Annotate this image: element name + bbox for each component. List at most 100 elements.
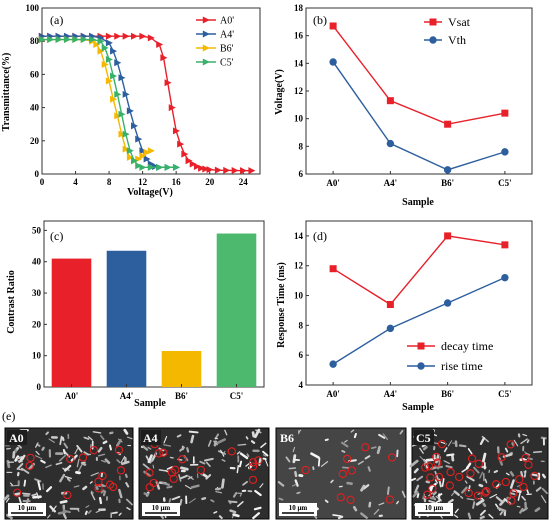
texture-fiber xyxy=(210,499,215,503)
series-line-B6 xyxy=(42,38,152,162)
highlight-circle xyxy=(169,474,178,483)
texture-fiber xyxy=(16,462,24,470)
texture-fiber xyxy=(433,442,440,445)
texture-fiber xyxy=(180,466,189,471)
panel-c-xtick-label: C5' xyxy=(230,391,244,401)
texture-fiber xyxy=(126,506,131,511)
texture-fiber xyxy=(540,495,547,504)
panel-b-ytick-label: 10 xyxy=(294,114,304,124)
panel-c-ytick-label: 50 xyxy=(32,225,42,235)
data-point xyxy=(139,32,147,40)
texture-fiber xyxy=(541,487,548,495)
data-point xyxy=(329,265,337,273)
highlight-circle xyxy=(25,461,34,471)
texture-fiber xyxy=(22,492,31,495)
texture-fiber xyxy=(64,475,72,480)
texture-fiber xyxy=(511,442,515,447)
texture-fiber xyxy=(520,438,528,445)
legend-label: Vsat xyxy=(448,15,471,29)
series-line-rise-time xyxy=(332,277,506,365)
texture-fiber xyxy=(47,514,51,519)
texture-fiber xyxy=(458,444,467,448)
texture-fiber xyxy=(171,495,181,501)
texture-fiber xyxy=(416,475,424,482)
texture-fiber xyxy=(36,492,40,499)
data-point xyxy=(105,77,113,85)
data-point xyxy=(386,139,395,148)
highlight-circle xyxy=(159,448,168,457)
texture-fiber xyxy=(401,490,406,498)
texture-fiber xyxy=(228,500,238,504)
texture-fiber xyxy=(479,509,486,516)
data-point xyxy=(80,36,88,44)
panel-c-ytick-label: 30 xyxy=(32,288,42,298)
texture-fiber xyxy=(434,470,439,480)
bar-C5 xyxy=(216,233,257,387)
texture-fiber xyxy=(523,470,527,475)
texture-fiber xyxy=(221,478,225,489)
texture-fiber xyxy=(98,496,103,505)
texture-fiber xyxy=(378,502,385,506)
series-line-Vth xyxy=(332,61,506,171)
texture-fiber xyxy=(422,445,428,451)
texture-fiber xyxy=(108,444,113,451)
panel-c-ytick-label: 0 xyxy=(37,382,42,392)
texture-fiber xyxy=(147,454,153,464)
texture-fiber xyxy=(190,484,200,489)
texture-fiber xyxy=(57,510,67,515)
texture-fiber xyxy=(84,510,88,516)
texture-fiber xyxy=(493,470,499,474)
data-point xyxy=(181,150,189,158)
panel-a-ytick-label: 40 xyxy=(30,103,40,113)
texture-fiber xyxy=(445,465,453,469)
data-point xyxy=(135,135,143,143)
panel-b-xlabel: Sample xyxy=(402,197,434,208)
texture-fiber xyxy=(447,498,454,504)
highlight-circle xyxy=(248,462,258,471)
texture-fiber xyxy=(74,448,79,455)
data-point xyxy=(386,300,394,308)
highlight-circle xyxy=(346,495,355,505)
panel-a: Transmittance(%) Voltage(V) (a) 0 4 8 12 16 2… xyxy=(1,3,261,198)
texture-fiber xyxy=(461,486,468,494)
texture-fiber xyxy=(434,479,438,484)
highlight-circle xyxy=(336,493,345,502)
legend-label: A4' xyxy=(220,30,234,41)
texture-fiber xyxy=(317,457,321,467)
panel-c-label: (c) xyxy=(50,229,63,243)
legend-label: A0' xyxy=(220,16,234,27)
data-point xyxy=(101,60,109,68)
series-line-A4 xyxy=(42,35,177,169)
panel-b-xtick-label: C5' xyxy=(498,178,512,188)
texture-fiber xyxy=(342,466,350,469)
panel-a-xlabel: Voltage(V) xyxy=(127,187,173,198)
panel-d-ytick-label: 4 xyxy=(299,380,304,390)
texture-fiber xyxy=(89,481,93,484)
scale-bar-label: 10 μm xyxy=(18,504,37,512)
texture-fiber xyxy=(432,491,437,496)
texture-fiber xyxy=(454,508,459,514)
texture-fiber xyxy=(5,497,10,503)
texture-fiber xyxy=(143,492,150,496)
texture-fiber xyxy=(37,480,42,491)
micrograph-A0: A0 10 μm xyxy=(3,427,134,520)
highlight-circle xyxy=(343,454,352,464)
data-point xyxy=(231,167,239,175)
micrograph-label: A4 xyxy=(143,431,158,445)
texture-fiber xyxy=(412,490,419,498)
data-point xyxy=(444,120,452,128)
texture-fiber xyxy=(207,439,212,447)
texture-fiber xyxy=(102,440,108,445)
data-point xyxy=(189,160,197,168)
highlight-circle xyxy=(433,458,442,467)
texture-fiber xyxy=(214,437,219,440)
texture-fiber xyxy=(376,445,381,455)
texture-fiber xyxy=(419,455,427,463)
texture-fiber xyxy=(124,473,128,478)
texture-fiber xyxy=(260,442,267,449)
texture-fiber xyxy=(465,462,472,470)
legend-swatch-marker xyxy=(202,44,210,52)
panel-a-label: (a) xyxy=(50,13,63,27)
texture-fiber xyxy=(513,439,519,447)
texture-fiber xyxy=(125,498,133,506)
